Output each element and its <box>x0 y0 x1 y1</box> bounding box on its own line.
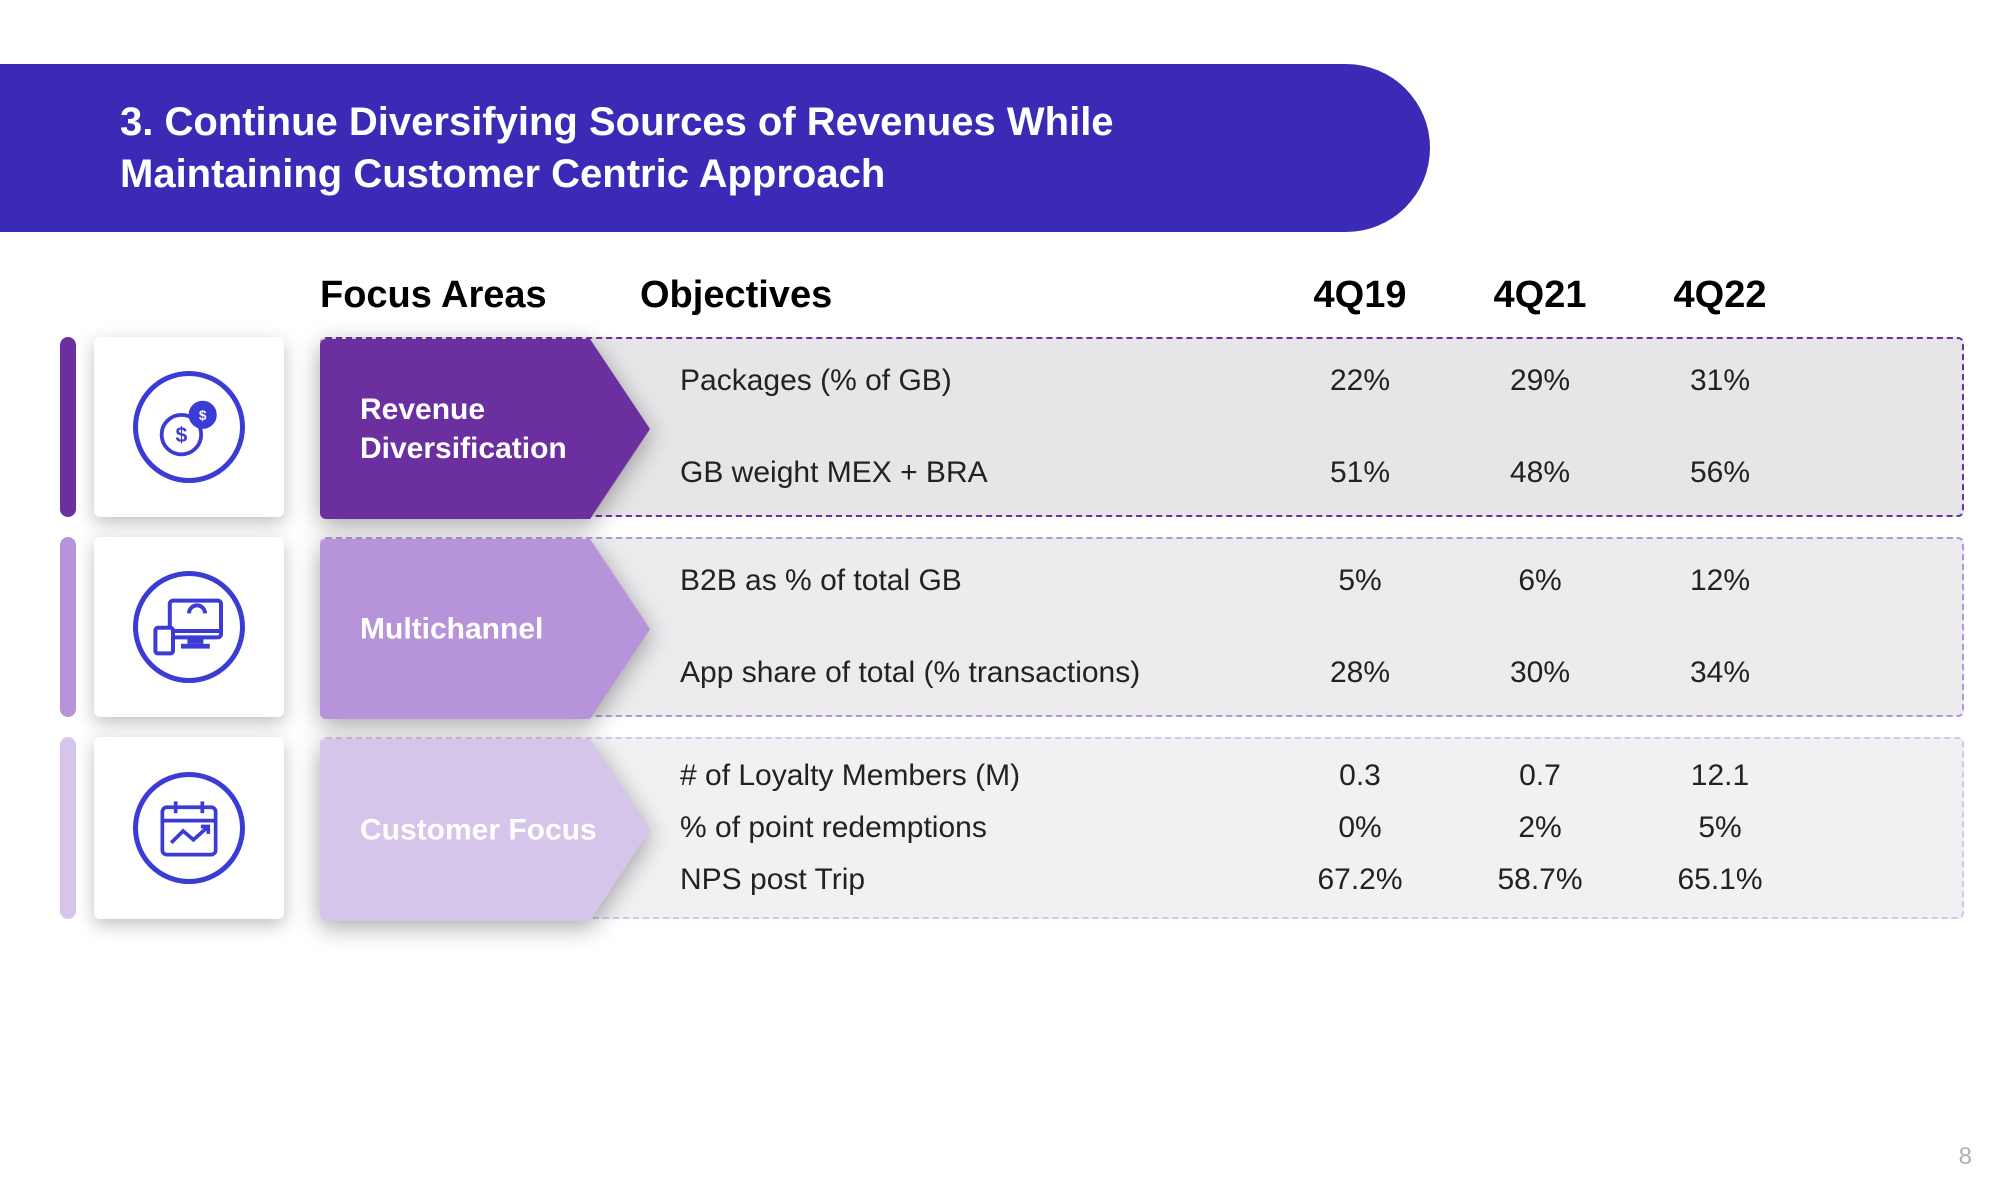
section-left-2 <box>60 737 320 919</box>
data-grid-0: Packages (% of GB)22%29%31% GB weight MEX… <box>320 364 1962 490</box>
value-2-1-0: 0% <box>1270 811 1450 845</box>
section-panel-0: Revenue DiversificationPackages (% of GB… <box>320 337 1964 517</box>
svg-text:$: $ <box>199 408 207 423</box>
objective-1-0: B2B as % of total GB <box>640 564 1270 598</box>
page-title: 3. Continue Diversifying Sources of Reve… <box>120 96 1310 200</box>
title-banner: 3. Continue Diversifying Sources of Reve… <box>0 64 1430 232</box>
header-period-0: 4Q19 <box>1270 274 1450 317</box>
objective-2-1: % of point redemptions <box>640 811 1270 845</box>
section-1: MultichannelB2B as % of total GB5%6%12%A… <box>60 537 1964 717</box>
focus-chevron-1 <box>320 564 640 690</box>
value-2-1-2: 5% <box>1630 811 1810 845</box>
section-left-0: $ $ <box>60 337 320 517</box>
svg-text:$: $ <box>175 423 187 447</box>
objective-2-2: NPS post Trip <box>640 863 1270 897</box>
icon-card <box>94 537 284 717</box>
value-1-0-1: 6% <box>1450 564 1630 598</box>
data-grid-1: B2B as % of total GB5%6%12% App share of … <box>320 564 1962 690</box>
value-2-2-2: 65.1% <box>1630 863 1810 897</box>
page-number: 8 <box>1959 1143 1972 1171</box>
value-1-1-2: 34% <box>1630 656 1810 690</box>
value-2-2-0: 67.2% <box>1270 863 1450 897</box>
devices-icon <box>133 571 245 683</box>
value-0-1-0: 51% <box>1270 456 1450 490</box>
value-0-1-1: 48% <box>1450 456 1630 490</box>
value-0-1-2: 56% <box>1630 456 1810 490</box>
section-0: $ $ Revenue DiversificationPackages (% o… <box>60 337 1964 517</box>
section-panel-1: MultichannelB2B as % of total GB5%6%12%A… <box>320 537 1964 717</box>
accent-bar <box>60 737 76 919</box>
value-1-0-2: 12% <box>1630 564 1810 598</box>
value-2-0-2: 12.1 <box>1630 759 1810 793</box>
focus-chevron-0 <box>320 364 640 490</box>
value-2-0-1: 0.7 <box>1450 759 1630 793</box>
objective-1-1: App share of total (% transactions) <box>640 656 1270 690</box>
section-panel-2: Customer Focus# of Loyalty Members (M)0.… <box>320 737 1964 919</box>
section-2: Customer Focus# of Loyalty Members (M)0.… <box>60 737 1964 919</box>
value-1-0-0: 5% <box>1270 564 1450 598</box>
calendar-icon <box>133 772 245 884</box>
value-2-1-1: 2% <box>1450 811 1630 845</box>
content-area: Focus Areas Objectives 4Q19 4Q21 4Q22 $ … <box>60 264 1964 939</box>
value-1-1-1: 30% <box>1450 656 1630 690</box>
icon-card: $ $ <box>94 337 284 517</box>
section-left-1 <box>60 537 320 717</box>
value-0-0-0: 22% <box>1270 364 1450 398</box>
data-grid-2: # of Loyalty Members (M)0.30.712.1 % of p… <box>320 759 1962 897</box>
value-1-1-0: 28% <box>1270 656 1450 690</box>
objective-0-1: GB weight MEX + BRA <box>640 456 1270 490</box>
value-2-2-1: 58.7% <box>1450 863 1630 897</box>
accent-bar <box>60 337 76 517</box>
header-focus: Focus Areas <box>320 274 640 317</box>
focus-chevron-2 <box>320 759 640 897</box>
objective-2-0: # of Loyalty Members (M) <box>640 759 1270 793</box>
money-icon: $ $ <box>133 371 245 483</box>
header-period-2: 4Q22 <box>1630 274 1810 317</box>
header-objectives: Objectives <box>640 274 1270 317</box>
value-2-0-0: 0.3 <box>1270 759 1450 793</box>
icon-card <box>94 737 284 919</box>
value-0-0-2: 31% <box>1630 364 1810 398</box>
value-0-0-1: 29% <box>1450 364 1630 398</box>
column-headers: Focus Areas Objectives 4Q19 4Q21 4Q22 <box>60 264 1964 337</box>
accent-bar <box>60 537 76 717</box>
objective-0-0: Packages (% of GB) <box>640 364 1270 398</box>
header-period-1: 4Q21 <box>1450 274 1630 317</box>
